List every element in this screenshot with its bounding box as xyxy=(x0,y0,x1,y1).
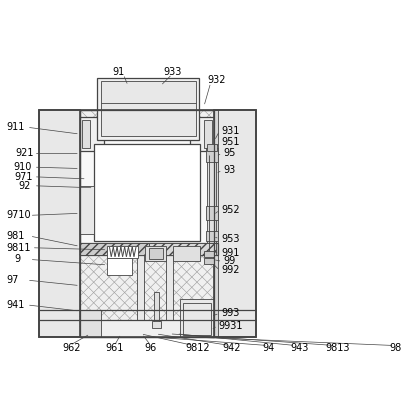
Bar xyxy=(207,145,216,151)
Text: 943: 943 xyxy=(289,343,308,352)
Bar xyxy=(145,246,166,261)
Bar xyxy=(80,320,214,337)
Text: 953: 953 xyxy=(221,234,239,244)
Text: 910: 910 xyxy=(13,162,31,172)
Text: 931: 931 xyxy=(221,126,239,136)
Bar xyxy=(107,246,138,258)
Text: 98: 98 xyxy=(389,343,401,352)
Bar xyxy=(107,258,131,275)
Bar xyxy=(214,111,254,336)
Text: 9931: 9931 xyxy=(218,321,242,331)
Bar xyxy=(80,110,214,337)
Text: 97: 97 xyxy=(6,275,19,285)
Text: 971: 971 xyxy=(14,172,33,182)
Bar xyxy=(82,120,90,148)
Text: 95: 95 xyxy=(223,148,236,158)
Bar xyxy=(151,321,161,328)
Bar xyxy=(80,131,210,251)
Text: 961: 961 xyxy=(105,343,123,352)
Bar xyxy=(80,320,214,337)
Text: 92: 92 xyxy=(19,181,31,191)
Bar xyxy=(173,246,200,261)
Bar xyxy=(203,258,214,264)
Bar xyxy=(93,145,200,241)
Text: 921: 921 xyxy=(16,148,34,158)
Bar xyxy=(205,148,218,162)
Bar xyxy=(38,110,255,337)
Bar xyxy=(153,292,159,323)
Text: 992: 992 xyxy=(221,266,239,275)
Bar xyxy=(80,255,214,320)
Bar xyxy=(179,300,214,337)
Bar xyxy=(148,248,162,259)
Bar xyxy=(203,120,211,148)
Bar xyxy=(97,78,199,140)
Text: 993: 993 xyxy=(221,308,239,318)
Bar xyxy=(148,243,215,255)
Text: 951: 951 xyxy=(221,137,239,147)
Bar xyxy=(203,251,214,257)
Text: 91: 91 xyxy=(112,67,124,77)
Text: 9: 9 xyxy=(14,254,21,264)
Bar xyxy=(207,155,215,251)
Bar xyxy=(190,117,214,151)
Text: 9811: 9811 xyxy=(6,243,31,253)
Bar xyxy=(205,207,218,220)
Bar xyxy=(205,230,218,241)
Bar xyxy=(80,243,148,255)
Bar xyxy=(182,303,211,335)
Bar xyxy=(80,186,93,234)
Bar xyxy=(214,110,217,337)
Bar xyxy=(80,310,100,337)
Text: 93: 93 xyxy=(223,165,235,175)
Text: 96: 96 xyxy=(144,343,156,352)
Bar xyxy=(80,243,217,255)
Text: 981: 981 xyxy=(6,231,24,241)
Text: 911: 911 xyxy=(6,122,24,132)
Text: 941: 941 xyxy=(6,300,24,310)
Text: 9812: 9812 xyxy=(185,343,209,352)
Text: 991: 991 xyxy=(221,248,239,258)
Text: 99: 99 xyxy=(223,256,235,266)
Text: 952: 952 xyxy=(221,205,239,215)
Bar xyxy=(80,117,104,151)
Bar xyxy=(137,255,144,320)
Bar xyxy=(39,111,79,336)
Bar xyxy=(100,81,195,136)
Text: 933: 933 xyxy=(163,67,181,77)
Text: 932: 932 xyxy=(207,75,225,85)
Bar xyxy=(38,110,80,337)
Text: 94: 94 xyxy=(262,343,274,352)
Text: 9813: 9813 xyxy=(325,343,349,352)
Text: 942: 942 xyxy=(222,343,240,352)
Bar xyxy=(214,110,255,337)
Text: 9710: 9710 xyxy=(6,210,31,220)
Bar xyxy=(166,255,173,320)
Text: 962: 962 xyxy=(62,343,81,352)
